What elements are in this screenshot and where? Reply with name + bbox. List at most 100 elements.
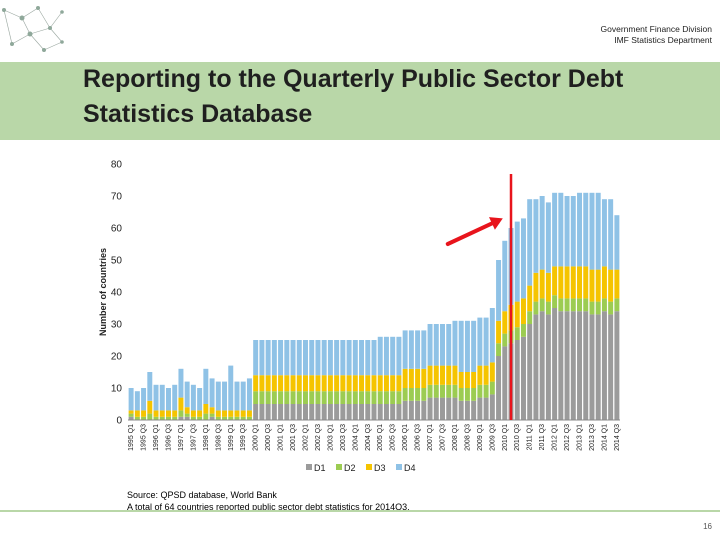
x-tick-label: 2011 Q1	[527, 424, 534, 450]
bar-d1-segment	[321, 404, 327, 420]
bar-d1-segment	[570, 311, 576, 420]
bar-d1-segment	[365, 404, 371, 420]
bar-d2-segment	[334, 391, 340, 404]
bar-d3-segment	[315, 375, 321, 392]
bar-d4-segment	[527, 199, 533, 286]
bar-d4-segment	[209, 378, 215, 408]
bar-d4-segment	[340, 340, 346, 376]
bar-d2-segment	[222, 416, 228, 420]
legend-label-d1: D1	[314, 463, 326, 473]
bar-d1-segment	[458, 400, 464, 420]
slide-title-line2: Statistics Database	[83, 100, 313, 128]
division-header: Government Finance Division IMF Statisti…	[601, 24, 713, 46]
bar-d2-segment	[303, 391, 308, 404]
x-tick-label: 2012 Q1	[552, 424, 559, 451]
bar-d2-segment	[190, 416, 196, 420]
x-tick-label: 2006 Q1	[402, 424, 409, 451]
bar-d3-segment	[390, 375, 396, 392]
bar-d4-segment	[327, 340, 333, 376]
bar-d3-segment	[334, 375, 340, 392]
bar-d1-segment	[390, 404, 396, 420]
bar-d1-segment	[346, 404, 352, 420]
x-tick-label: 1995 Q3	[141, 424, 148, 451]
bar-d4-segment	[278, 340, 284, 376]
bar-d2-segment	[315, 391, 321, 404]
bar-d3-segment	[284, 375, 290, 392]
bar-d2-segment	[383, 391, 389, 404]
bar-d3-segment	[545, 272, 551, 302]
bar-d4-segment	[496, 260, 502, 321]
bar-d1-segment	[477, 397, 483, 420]
y-tick-label: 50	[111, 256, 123, 267]
bar-d4-segment	[464, 320, 470, 372]
bar-d4-segment	[190, 384, 196, 411]
bar-d2-segment	[390, 391, 396, 404]
bar-d4-segment	[197, 388, 203, 411]
bar-d2-segment	[608, 301, 614, 315]
bar-d1-segment	[564, 311, 570, 420]
bar-d2-segment	[215, 416, 221, 420]
bar-d1-segment	[209, 416, 215, 420]
bar-d2-segment	[558, 298, 564, 312]
bar-d4-segment	[539, 196, 545, 270]
bar-d3-segment	[190, 410, 196, 417]
bar-d2-segment	[172, 416, 178, 420]
x-tick-label: 1995 Q1	[128, 424, 135, 451]
bar-d4-segment	[440, 324, 445, 366]
bar-d1-segment	[296, 404, 302, 420]
bar-d4-segment	[520, 218, 526, 299]
bar-d1-segment	[184, 416, 190, 420]
bar-d3-segment	[533, 272, 539, 302]
bar-d2-segment	[601, 298, 607, 312]
y-tick-label: 70	[111, 192, 123, 203]
bar-d2-segment	[184, 413, 190, 417]
bar-d4-segment	[246, 378, 252, 411]
bar-d3-segment	[147, 400, 153, 414]
bar-d1-segment	[489, 394, 495, 420]
bar-d1-segment	[340, 404, 346, 420]
bar-d4-segment	[153, 384, 159, 411]
bar-d1-segment	[402, 400, 408, 420]
bar-d2-segment	[496, 343, 502, 356]
bar-d1-segment	[496, 356, 502, 420]
bar-d3-segment	[197, 410, 203, 417]
x-tick-label: 2007 Q3	[440, 424, 447, 451]
bar-d2-segment	[141, 416, 147, 420]
bar-d1-segment	[471, 400, 477, 420]
bar-d3-segment	[296, 375, 302, 392]
bar-d4-segment	[533, 199, 539, 273]
bar-d4-segment	[271, 340, 277, 376]
bar-d1-segment	[315, 404, 321, 420]
bar-d3-segment	[477, 365, 483, 385]
bar-d2-segment	[240, 416, 246, 420]
bar-d2-segment	[589, 301, 595, 315]
bar-d1-segment	[440, 397, 445, 420]
bar-d4-segment	[558, 192, 564, 267]
bar-d3-segment	[502, 311, 508, 334]
y-tick-label: 80	[111, 160, 123, 171]
bar-d1-segment	[589, 314, 595, 420]
bar-d2-segment	[253, 391, 259, 404]
x-tick-label: 2005 Q3	[390, 424, 397, 451]
bar-d4-segment	[352, 340, 358, 376]
bar-d4-segment	[415, 330, 421, 369]
x-tick-label: 1997 Q1	[178, 424, 185, 451]
bar-d3-segment	[601, 266, 607, 299]
slide-title: Reporting to the Quarterly Public Sector…	[83, 62, 703, 132]
bar-d3-segment	[433, 365, 439, 385]
bar-d4-segment	[228, 365, 234, 411]
bar-d4-segment	[141, 388, 147, 411]
y-tick-label: 40	[111, 288, 123, 299]
bar-d3-segment	[259, 375, 265, 392]
bar-d1-segment	[383, 404, 389, 420]
bar-d4-segment	[203, 368, 209, 404]
bar-d1-segment	[514, 340, 520, 420]
bar-d2-segment	[203, 413, 209, 420]
bar-d1-segment	[527, 324, 533, 420]
bar-d1-segment	[421, 400, 427, 420]
bar-d3-segment	[228, 410, 234, 417]
bar-d3-segment	[446, 365, 452, 385]
bar-d3-segment	[178, 397, 184, 411]
bar-d1-segment	[408, 400, 414, 420]
bar-d4-segment	[583, 192, 589, 267]
